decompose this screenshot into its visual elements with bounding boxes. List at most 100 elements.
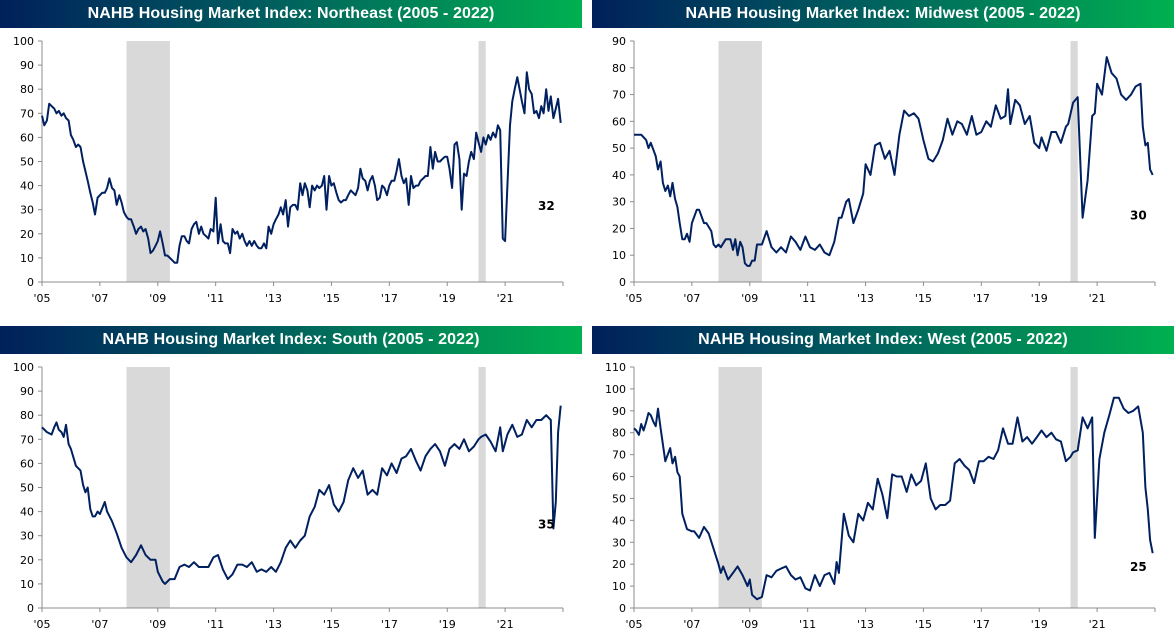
y-tick-label: 30 [20,530,34,543]
recession-band [1070,367,1078,608]
x-tick-label: '05 [33,292,50,305]
x-tick-label: '19 [439,292,456,305]
y-tick-label: 60 [20,131,34,144]
x-tick-label: '13 [857,618,874,631]
y-tick-label: 30 [612,196,626,209]
y-tick-label: 80 [20,83,34,96]
chart-title: NAHB Housing Market Index: Midwest (2005… [592,0,1174,28]
series-line [633,396,1154,601]
recession-band [126,367,170,608]
y-tick-label: 70 [20,433,34,446]
y-tick-label: 40 [612,514,626,527]
y-tick-label: 60 [612,115,626,128]
y-tick-label: 50 [20,156,34,169]
y-tick-label: 70 [20,107,34,120]
chart-panel-west: NAHB Housing Market Index: West (2005 - … [592,326,1174,638]
y-tick-label: 90 [612,405,626,418]
y-tick-label: 100 [13,361,34,374]
y-tick-label: 10 [20,578,34,591]
chart-panel-midwest: NAHB Housing Market Index: Midwest (2005… [592,0,1174,312]
x-tick-label: '11 [799,618,816,631]
chart-title: NAHB Housing Market Index: South (2005 -… [0,326,582,354]
x-tick-label: '21 [497,618,514,631]
x-tick-label: '11 [799,292,816,305]
y-tick-label: 70 [612,89,626,102]
x-tick-label: '17 [381,292,398,305]
line-chart: 0 10 20 30 40 50 60 70 80 90 100 '05 '07 '09 '11 '13 '15… [13,35,564,305]
chart-panel-south: NAHB Housing Market Index: South (2005 -… [0,326,582,638]
x-tick-label: '13 [857,292,874,305]
x-tick-label: '09 [149,618,166,631]
y-tick-label: 20 [612,222,626,235]
x-tick-label: '19 [1031,292,1048,305]
line-chart: 0 10 20 30 40 50 60 70 80 90 100 110 '05 '07 '09 '11 '13… [605,361,1156,631]
recession-band [478,367,486,608]
line-chart: 0 10 20 30 40 50 60 70 80 90 100 '05 '07 '09 '11 '13 '15… [13,361,564,631]
y-tick-label: 80 [612,427,626,440]
x-tick-label: '07 [683,292,700,305]
y-tick-label: 20 [612,558,626,571]
end-value-label: 30 [1130,209,1147,223]
x-tick-label: '15 [915,292,932,305]
end-value-label: 32 [538,199,555,213]
x-tick-label: '09 [741,292,758,305]
series-line [634,56,1154,267]
y-tick-label: 30 [612,536,626,549]
recession-band [718,367,762,608]
x-tick-label: '15 [323,618,340,631]
y-tick-label: 0 [619,276,626,289]
y-tick-label: 0 [619,602,626,615]
x-tick-label: '05 [625,292,642,305]
end-value-label: 35 [538,518,555,532]
chart-panel-northeast: NAHB Housing Market Index: Northeast (20… [0,0,582,312]
y-tick-label: 10 [20,252,34,265]
x-tick-label: '09 [149,292,166,305]
y-tick-label: 40 [20,506,34,519]
y-tick-label: 100 [13,35,34,48]
x-tick-label: '05 [33,618,50,631]
x-tick-label: '05 [625,618,642,631]
y-tick-label: 80 [612,62,626,75]
y-tick-label: 40 [612,169,626,182]
x-tick-label: '13 [265,292,282,305]
x-tick-label: '07 [683,618,700,631]
y-tick-label: 110 [605,361,626,374]
y-tick-label: 10 [612,580,626,593]
x-tick-label: '21 [1089,618,1106,631]
y-tick-label: 90 [20,59,34,72]
y-tick-label: 0 [27,602,34,615]
x-tick-label: '19 [1031,618,1048,631]
series-line [41,405,562,585]
y-tick-label: 60 [612,471,626,484]
x-tick-label: '19 [439,618,456,631]
y-tick-label: 70 [612,449,626,462]
y-tick-label: 60 [20,457,34,470]
y-tick-label: 90 [612,35,626,48]
x-tick-label: '11 [207,292,224,305]
x-tick-label: '15 [915,618,932,631]
chart-title: NAHB Housing Market Index: West (2005 - … [592,326,1174,354]
x-tick-label: '11 [207,618,224,631]
x-tick-label: '09 [741,618,758,631]
y-tick-label: 50 [612,492,626,505]
y-tick-label: 30 [20,204,34,217]
y-tick-label: 40 [20,180,34,193]
y-tick-label: 50 [20,482,34,495]
y-tick-label: 100 [605,383,626,396]
y-tick-label: 50 [612,142,626,155]
x-tick-label: '17 [973,618,990,631]
series-line [41,71,562,264]
y-tick-label: 90 [20,385,34,398]
x-tick-label: '07 [91,618,108,631]
recession-band [478,41,486,282]
recession-band [1070,41,1078,282]
line-chart: 0 10 20 30 40 50 60 70 80 90 '05 '07 '09 '11 '13 '15 '17… [612,35,1156,305]
y-tick-label: 10 [612,249,626,262]
x-tick-label: '13 [265,618,282,631]
x-tick-label: '21 [497,292,514,305]
y-tick-label: 0 [27,276,34,289]
x-tick-label: '21 [1089,292,1106,305]
x-tick-label: '15 [323,292,340,305]
chart-title: NAHB Housing Market Index: Northeast (20… [0,0,582,28]
end-value-label: 25 [1130,560,1147,574]
